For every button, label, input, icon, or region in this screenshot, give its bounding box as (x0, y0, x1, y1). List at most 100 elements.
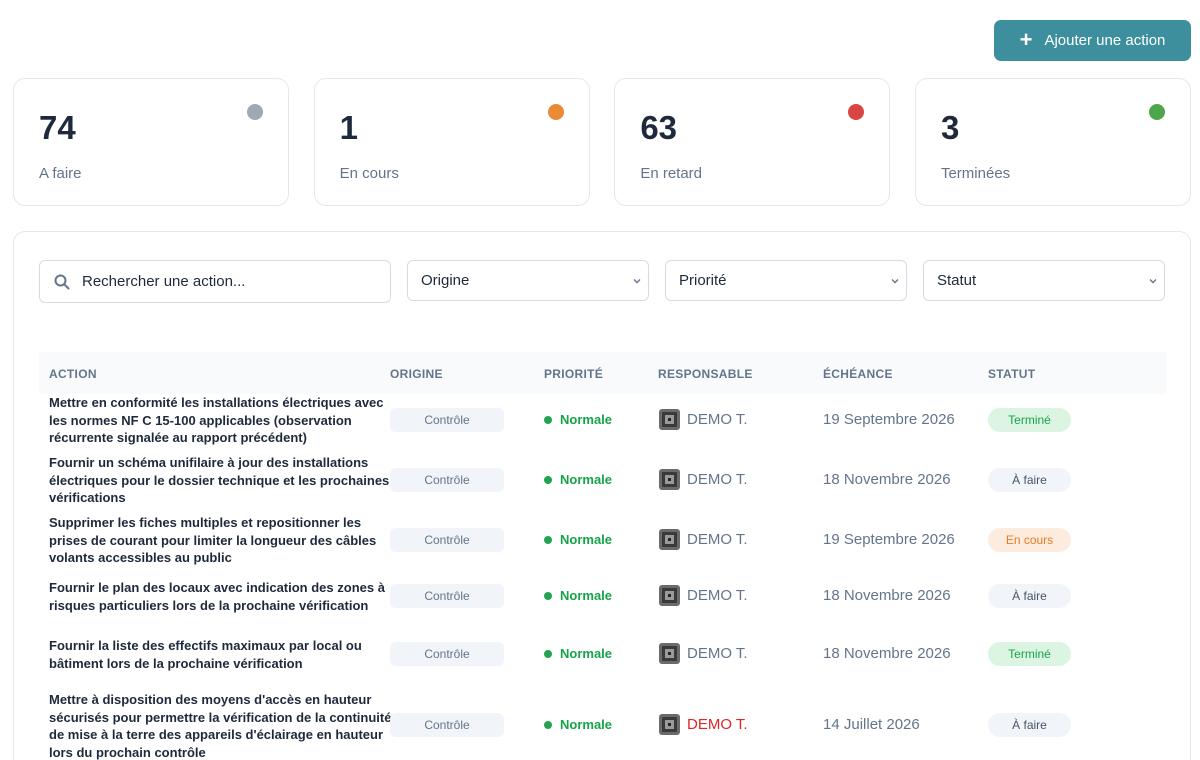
stat-card-en-cours: 1 En cours (313, 78, 590, 206)
status-dot (547, 104, 564, 120)
table-row[interactable]: Fournir un schéma unifilaire à jour des … (39, 454, 1166, 514)
status-badge: À faire (988, 468, 1071, 492)
action-text: Supprimer les fiches multiples et reposi… (49, 515, 377, 565)
plus-icon: + (1019, 26, 1033, 52)
stat-label: A faire (39, 165, 82, 182)
priority-dot (544, 415, 552, 424)
responsible-name[interactable]: DEMO T. (687, 645, 748, 662)
origin-badge: Contrôle (390, 528, 504, 552)
priority-label: Normale (560, 588, 613, 603)
stat-label: En cours (339, 165, 399, 182)
search-input[interactable] (82, 273, 362, 290)
column-header-priorite[interactable]: PRIORITÉ (544, 367, 604, 381)
avatar-icon (659, 585, 680, 606)
stat-value: 63 (640, 109, 678, 146)
stat-card-a-faire: 74 A faire (13, 78, 289, 206)
due-date: 14 Juillet 2026 (823, 716, 920, 733)
origine-select-value: Origine (421, 272, 470, 289)
priorite-select-value: Priorité (679, 272, 727, 289)
status-badge: À faire (988, 584, 1071, 608)
table-header: ACTION ORIGINE PRIORITÉ RESPONSABLE ÉCHÉ… (39, 352, 1166, 394)
status-dot (848, 104, 865, 120)
search-icon (54, 274, 70, 289)
chevron-down-icon (633, 279, 641, 284)
responsible-cell: DEMO T. (659, 529, 748, 550)
table-row[interactable]: Fournir la liste des effectifs maximaux … (39, 637, 1166, 687)
column-header-origine[interactable]: ORIGINE (390, 367, 443, 381)
priority-indicator: Normale (544, 588, 612, 603)
priority-label: Normale (560, 472, 613, 487)
stat-card-terminees: 3 Terminées (914, 78, 1191, 206)
table-row[interactable]: Fournir le plan des locaux avec indicati… (39, 579, 1166, 629)
responsible-name[interactable]: DEMO T. (687, 716, 748, 733)
avatar-icon (659, 529, 680, 550)
table-row[interactable]: Mettre en conformité les installations é… (39, 394, 1166, 454)
priority-label: Normale (560, 646, 613, 661)
status-badge: À faire (988, 713, 1071, 737)
priorite-select[interactable]: Priorité (665, 260, 907, 301)
priority-label: Normale (560, 717, 613, 732)
chevron-down-icon (1149, 279, 1157, 284)
priority-indicator: Normale (544, 532, 612, 547)
status-badge: Terminé (988, 642, 1071, 666)
table-row[interactable]: Mettre à disposition des moyens d'accès … (39, 691, 1166, 760)
origin-badge: Contrôle (390, 584, 504, 608)
search-box (39, 260, 391, 303)
responsible-name[interactable]: DEMO T. (687, 587, 748, 604)
responsible-name[interactable]: DEMO T. (687, 411, 748, 428)
action-text: Mettre en conformité les installations é… (49, 395, 384, 445)
table-row[interactable]: Supprimer les fiches multiples et reposi… (39, 514, 1166, 574)
avatar-icon (659, 643, 680, 664)
due-date: 18 Novembre 2026 (823, 471, 951, 488)
stat-value: 3 (940, 109, 960, 146)
action-text: Fournir la liste des effectifs maximaux … (49, 638, 362, 671)
stat-card-en-retard: 63 En retard (614, 78, 891, 206)
avatar-icon (659, 409, 680, 430)
due-date: 18 Novembre 2026 (823, 645, 951, 662)
responsible-name[interactable]: DEMO T. (687, 471, 748, 488)
origin-badge: Contrôle (390, 713, 504, 737)
due-date: 18 Novembre 2026 (823, 587, 951, 604)
column-header-action[interactable]: ACTION (49, 367, 97, 381)
statut-select[interactable]: Statut (923, 260, 1165, 301)
statut-select-value: Statut (937, 272, 977, 289)
column-header-statut[interactable]: STATUT (988, 367, 1036, 381)
origine-select[interactable]: Origine (407, 260, 649, 301)
origin-badge: Contrôle (390, 642, 504, 666)
action-text: Mettre à disposition des moyens d'accès … (49, 692, 392, 760)
action-text: Fournir le plan des locaux avec indicati… (49, 580, 385, 613)
priority-dot (544, 535, 552, 544)
stat-label: En retard (640, 165, 703, 182)
responsible-cell: DEMO T. (659, 585, 748, 606)
avatar-icon (659, 469, 680, 490)
priority-indicator: Normale (544, 717, 612, 732)
status-badge: Terminé (988, 408, 1071, 432)
stat-value: 74 (39, 109, 76, 146)
add-action-label: Ajouter une action (1044, 32, 1166, 49)
priority-indicator: Normale (544, 646, 612, 661)
stats-row: 74 A faire 1 En cours 63 En retard 3 Ter… (13, 78, 1191, 206)
origin-badge: Contrôle (390, 408, 504, 432)
responsible-cell: DEMO T. (659, 643, 748, 664)
status-badge: En cours (988, 528, 1071, 552)
stat-label: Terminées (940, 165, 1011, 182)
origin-badge: Contrôle (390, 468, 504, 492)
avatar-icon (659, 714, 680, 735)
responsible-cell: DEMO T. (659, 409, 748, 430)
responsible-name[interactable]: DEMO T. (687, 531, 748, 548)
actions-panel: Origine Priorité Statut ACTION ORIGINE P… (13, 231, 1191, 760)
chevron-down-icon (891, 279, 899, 284)
priority-indicator: Normale (544, 412, 612, 427)
priority-indicator: Normale (544, 472, 612, 487)
priority-dot (544, 475, 552, 484)
due-date: 19 Septembre 2026 (823, 411, 955, 428)
priority-dot (544, 591, 552, 600)
column-header-echeance[interactable]: ÉCHÉANCE (823, 367, 893, 381)
add-action-button[interactable]: + Ajouter une action (994, 20, 1191, 61)
priority-dot (544, 720, 552, 729)
status-dot (247, 104, 263, 120)
column-header-responsable[interactable]: RESPONSABLE (658, 367, 753, 381)
stat-value: 1 (339, 109, 359, 146)
priority-label: Normale (560, 532, 613, 547)
priority-label: Normale (560, 412, 613, 427)
